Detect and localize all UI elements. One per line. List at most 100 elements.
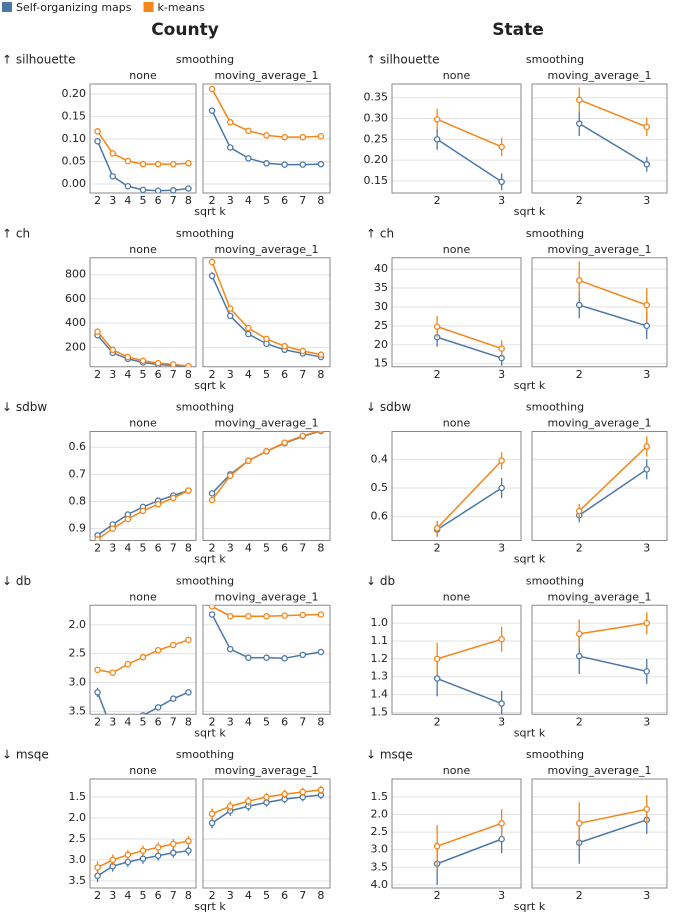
point — [281, 655, 288, 662]
x-tick-label: 7 — [299, 368, 306, 381]
series-line — [579, 819, 647, 844]
column-title: County — [151, 20, 219, 40]
point — [109, 150, 116, 157]
panel-marks — [576, 261, 651, 340]
facet-title: smoothing — [176, 53, 234, 66]
point — [170, 695, 177, 702]
row-title: ↓ db — [2, 574, 31, 588]
point — [109, 856, 116, 864]
point — [208, 819, 216, 827]
series-line — [578, 445, 648, 512]
point — [281, 612, 288, 619]
panel-frame — [531, 604, 668, 715]
facet-title: smoothing — [176, 227, 234, 240]
panel-marks — [576, 87, 651, 172]
point — [154, 187, 162, 193]
x-tick-label: 2 — [94, 889, 101, 902]
x-tick-label: 8 — [185, 542, 192, 555]
x-tick-label: 2 — [209, 889, 216, 902]
point — [498, 484, 505, 492]
facet-title: smoothing — [526, 748, 584, 761]
point — [245, 155, 252, 162]
x-tick-label: 2 — [434, 368, 441, 381]
x-tick-label: 4 — [124, 542, 131, 555]
point — [317, 351, 325, 358]
point — [317, 431, 324, 434]
x-tick-label: 2 — [576, 368, 583, 381]
y-tick-label: 0.15 — [62, 109, 87, 122]
panel-title: moving_average_1 — [215, 417, 319, 430]
panel-frame — [89, 431, 197, 541]
x-tick-label: 4 — [245, 715, 252, 728]
point — [94, 328, 101, 335]
panel-marks — [94, 487, 192, 541]
point — [170, 361, 177, 367]
x-tick-label: 2 — [434, 542, 441, 555]
y-tick-label: 0.30 — [364, 112, 389, 125]
x-tick-label: 3 — [227, 715, 234, 728]
y-tick-label: 1.5 — [69, 790, 87, 803]
panel-title: moving_average_1 — [215, 764, 319, 777]
series-line — [436, 118, 502, 148]
row-title: ↑ ch — [2, 226, 30, 240]
y-tick-label: 2.5 — [69, 647, 87, 660]
point — [154, 646, 162, 654]
point — [299, 161, 307, 168]
panel-title: moving_average_1 — [215, 243, 319, 256]
panel-frame — [531, 83, 668, 194]
panel-title: none — [443, 764, 471, 777]
legend-swatch — [143, 2, 154, 12]
y-tick-label: 0.4 — [371, 452, 389, 465]
point — [170, 840, 177, 848]
point — [170, 160, 177, 168]
point — [94, 666, 101, 674]
point — [139, 712, 147, 715]
x-tick-label: 6 — [281, 715, 288, 728]
row-title: ↓ msqe — [366, 748, 413, 762]
point — [576, 652, 583, 660]
x-tick-label: 7 — [170, 542, 177, 555]
y-tick-label: 0.10 — [62, 132, 87, 145]
point — [433, 136, 441, 143]
legend-swatch — [2, 2, 12, 12]
row-title: ↑ ch — [366, 226, 394, 240]
panel-frame — [391, 604, 522, 715]
facet-title: smoothing — [176, 574, 234, 587]
point — [643, 443, 651, 450]
point — [245, 127, 252, 135]
x-tick-label: 7 — [170, 889, 177, 902]
point — [170, 849, 177, 857]
point — [245, 457, 252, 465]
y-tick-label: 1.0 — [371, 616, 389, 629]
panel-frame — [391, 257, 522, 368]
series-line — [578, 468, 648, 516]
x-tick-label: 7 — [170, 368, 177, 381]
y-tick-label: 3.5 — [371, 860, 389, 873]
x-axis-title: sqrt k — [194, 205, 226, 218]
y-tick-label: 3.5 — [69, 874, 87, 887]
panel-title: none — [129, 69, 157, 82]
x-tick-label: 8 — [317, 889, 324, 902]
point — [433, 524, 441, 532]
point — [317, 132, 325, 140]
point — [139, 186, 147, 193]
facet-title: smoothing — [526, 227, 584, 240]
panel-title: none — [129, 764, 157, 777]
point — [643, 301, 651, 309]
point — [208, 605, 216, 610]
point — [576, 96, 583, 104]
point — [139, 507, 147, 515]
x-tick-label: 6 — [281, 542, 288, 555]
x-tick-label: 2 — [209, 715, 216, 728]
facet-title: smoothing — [526, 53, 584, 66]
y-tick-label: 1.3 — [371, 670, 389, 683]
point — [433, 675, 441, 682]
series-line — [436, 838, 502, 865]
point — [245, 797, 252, 805]
x-axis-title: sqrt k — [194, 726, 226, 739]
y-tick-label: 0.6 — [69, 440, 87, 453]
point — [498, 345, 505, 352]
y-tick-label: 1.5 — [371, 790, 389, 803]
point — [317, 648, 325, 656]
point — [299, 651, 307, 659]
